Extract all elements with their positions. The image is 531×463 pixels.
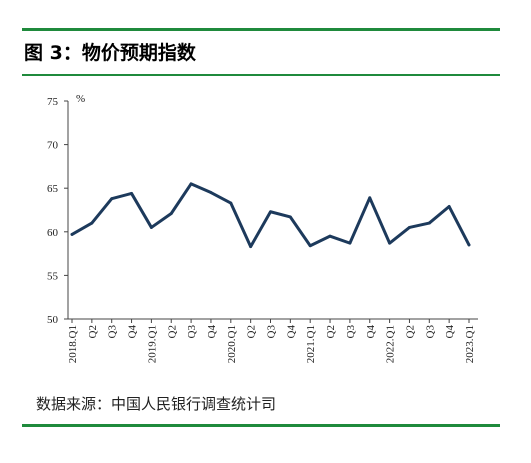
data-point: [90, 221, 94, 225]
x-tick-label: Q3: [186, 325, 198, 339]
bottom-rule: [22, 424, 500, 427]
x-tick-label: Q2: [246, 325, 258, 338]
x-tick-label: 2023.Q1: [464, 325, 476, 363]
x-tick-label: Q3: [424, 325, 436, 339]
x-tick-label: Q4: [444, 325, 456, 339]
figure-title: 图 3：物价预期指数: [24, 42, 196, 64]
data-point: [348, 241, 352, 245]
x-tick-label: 2020.Q1: [226, 325, 238, 363]
x-tick-label: Q2: [87, 325, 99, 338]
x-tick-label: Q2: [325, 325, 337, 338]
y-tick-label: 65: [47, 183, 59, 195]
x-tick-label: Q3: [107, 325, 119, 339]
x-tick-label: Q3: [266, 325, 278, 339]
data-point: [467, 243, 471, 247]
x-tick-label: Q4: [206, 325, 218, 339]
top-rule: [22, 28, 500, 31]
x-tick-label: Q2: [166, 325, 178, 338]
data-point: [288, 215, 292, 219]
data-point: [388, 241, 391, 245]
data-point: [70, 233, 74, 236]
data-point: [169, 212, 173, 215]
data-point: [328, 234, 332, 238]
x-tick-label: 2021.Q1: [305, 325, 317, 363]
x-tick-label: Q4: [365, 325, 377, 339]
x-tick-label: 2018.Q1: [67, 325, 79, 363]
y-tick-label: 70: [47, 140, 59, 152]
y-tick-label: 60: [47, 227, 59, 239]
data-point: [130, 192, 133, 195]
y-unit-label: %: [76, 93, 85, 105]
data-point: [249, 245, 253, 249]
data-point: [368, 196, 372, 200]
x-tick-label: 2019.Q1: [146, 325, 158, 363]
x-tick-label: Q4: [127, 325, 139, 339]
y-tick-label: 55: [47, 270, 59, 282]
x-tick-label: Q2: [404, 325, 416, 338]
title-rule: [22, 74, 500, 76]
data-point: [150, 226, 153, 229]
x-tick-label: Q3: [345, 325, 357, 339]
data-point: [408, 226, 411, 229]
data-point: [308, 244, 312, 248]
y-tick-label: 50: [47, 314, 59, 326]
data-point: [447, 205, 451, 208]
x-tick-label: Q4: [285, 325, 297, 339]
data-point: [209, 191, 213, 194]
data-point: [427, 221, 431, 225]
y-tick-label: 75: [47, 96, 59, 108]
data-point: [269, 210, 272, 214]
data-point: [110, 197, 114, 201]
data-point: [229, 201, 233, 205]
data-point: [189, 182, 193, 186]
x-tick-label: 2022.Q1: [385, 325, 397, 363]
source-note: 数据来源：中国人民银行调查统计司: [36, 395, 277, 413]
